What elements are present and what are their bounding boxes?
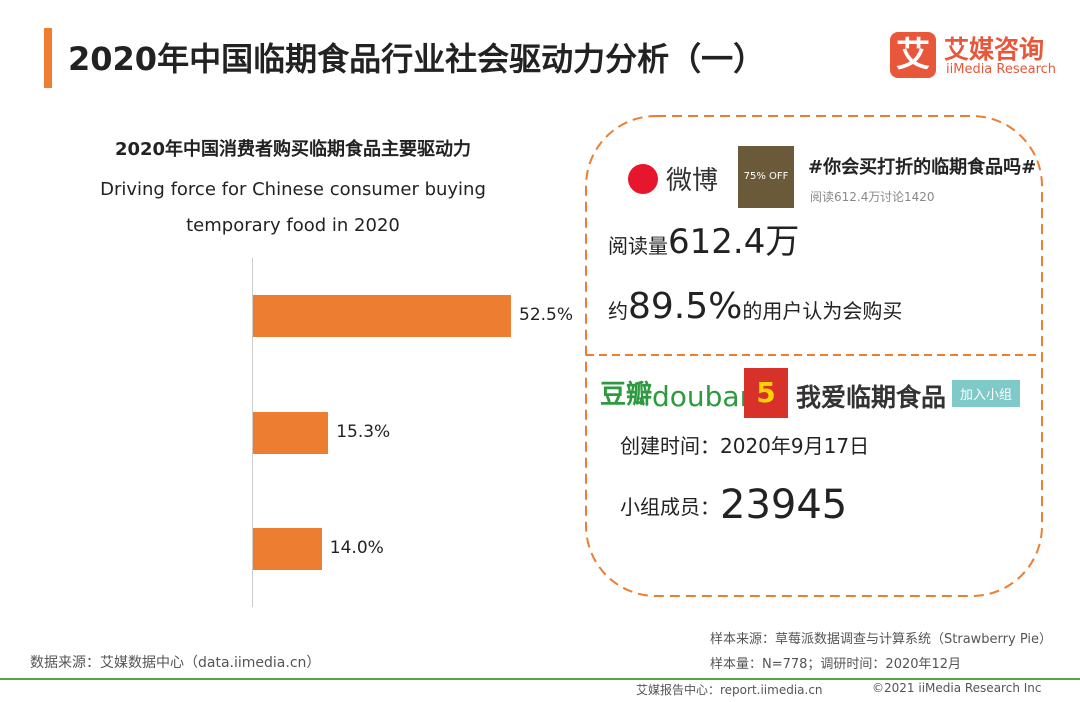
- created-line: 创建时间：2020年9月17日: [620, 430, 869, 459]
- weibo-icon: [628, 164, 658, 194]
- douban-image: 5: [744, 368, 788, 418]
- chart-subtitle: Driving force for Chinese consumer buyin…: [100, 179, 486, 236]
- douban-logo-en: doubar: [652, 380, 752, 413]
- members-value: 23945: [720, 482, 848, 528]
- created-value: 2020年9月17日: [720, 434, 870, 458]
- reads-value: 612.4万: [668, 222, 800, 262]
- axis-line: [252, 258, 253, 607]
- value-label: 15.3%: [336, 421, 391, 442]
- value-label: 14.0%: [329, 538, 384, 558]
- copyright: ©2021 iiMedia Research Inc: [872, 681, 1042, 695]
- weibo-discuss: 讨论1420: [880, 190, 935, 204]
- join-button[interactable]: 加入小组: [952, 380, 1021, 407]
- chart-title: 2020年中国消费者购买临期食品主要驱动力: [114, 139, 472, 160]
- created-label: 创建时间：: [620, 434, 720, 458]
- share-value: 89.5%: [628, 286, 743, 327]
- bar: [253, 411, 329, 454]
- weibo-reads: 阅读612.4万: [810, 190, 881, 204]
- reads-line: 阅读量612.4万: [608, 214, 799, 263]
- douban-logo-cn: 豆瓣: [600, 380, 653, 410]
- sample-size: 样本量：N=778；调研时间：2020年12月: [710, 657, 962, 672]
- value-label: 52.5%: [519, 305, 574, 325]
- members-label: 小组成员：: [620, 495, 720, 519]
- bar: [253, 295, 511, 337]
- members-line: 小组成员：23945: [620, 482, 847, 528]
- reads-label: 阅读量: [608, 234, 668, 258]
- logo-mark: 艾: [890, 32, 936, 78]
- weibo-topic: #你会买打折的临期食品吗#: [808, 157, 1037, 178]
- slide-title: 2020年中国临期食品行业社会驱动力分析（一）: [68, 40, 766, 78]
- title-accent: [44, 28, 52, 88]
- data-source: 数据来源：艾媒数据中心（data.iimedia.cn）: [30, 655, 321, 671]
- report-center: 艾媒报告中心：report.iimedia.cn: [636, 683, 823, 697]
- logo-name: 艾媒咨询: [944, 35, 1045, 64]
- weibo-logo: 微博: [666, 166, 719, 196]
- sample-source: 样本来源：草莓派数据调查与计算系统（Strawberry Pie）: [710, 632, 1052, 647]
- bar: [253, 528, 322, 570]
- logo-en: iiMedia Research: [946, 62, 1057, 77]
- weibo-image: 75% OFF: [738, 146, 794, 208]
- share-prefix: 约: [608, 299, 628, 323]
- share-line: 约89.5%的用户认为会购买: [608, 286, 902, 327]
- douban-group: 我爱临期食品: [796, 383, 947, 412]
- share-suffix: 的用户认为会购买: [742, 299, 903, 323]
